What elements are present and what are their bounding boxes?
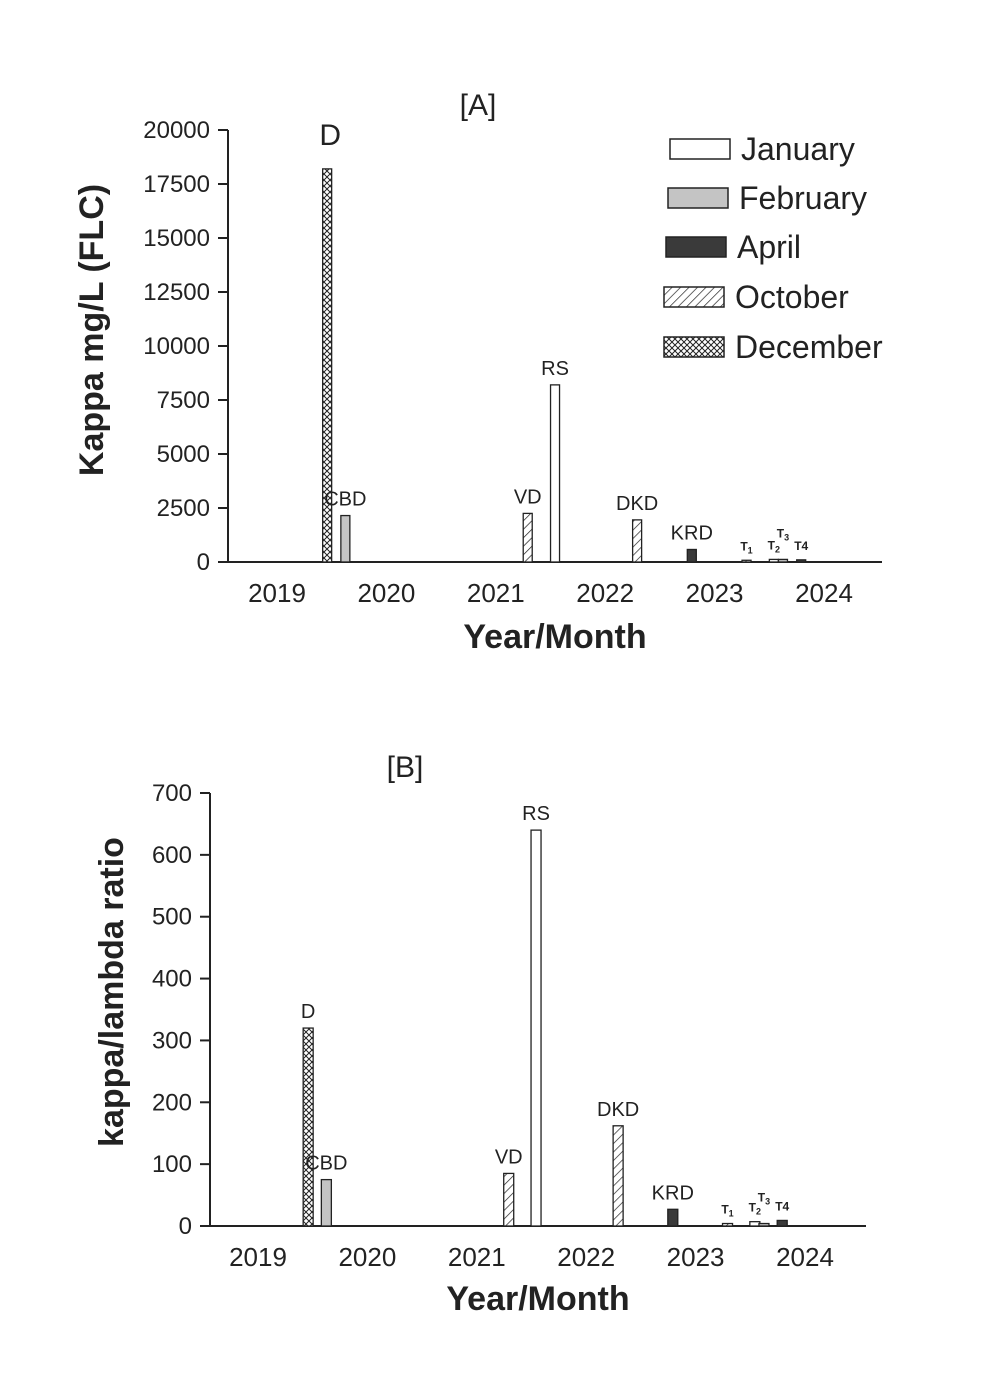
panel-b-bar-label-t3: T3 bbox=[758, 1191, 770, 1207]
panel-b-y-tick-label: 0 bbox=[179, 1213, 192, 1240]
panel-a-y-tick-label: 12500 bbox=[143, 279, 210, 306]
legend-item-april: April bbox=[665, 229, 801, 265]
panel-a-y-tick-label: 10000 bbox=[143, 333, 210, 360]
panel-a-y-tick-label: 2500 bbox=[157, 495, 210, 522]
panel-a-x-tick-label: 2021 bbox=[467, 578, 525, 608]
panel-a-bar-d bbox=[322, 168, 333, 563]
panel-b-y-tick-label: 700 bbox=[152, 780, 192, 807]
panel-b-x-tick-label: 2019 bbox=[229, 1242, 287, 1272]
panel-b-y-tick-label: 200 bbox=[152, 1089, 192, 1116]
panel-a-y-tick-label: 17500 bbox=[143, 171, 210, 198]
legend-label-december: December bbox=[735, 329, 883, 365]
panel-a-bar-t3 bbox=[777, 558, 789, 563]
legend-swatch-october bbox=[663, 286, 725, 308]
panel-b-bar-label-d: D bbox=[301, 1001, 315, 1023]
panel-a-x-tick-label: 2022 bbox=[576, 578, 634, 608]
panel-b-bar-rs bbox=[530, 829, 542, 1227]
panel-b-bar-krd bbox=[667, 1208, 679, 1227]
legend-label-april: April bbox=[737, 229, 801, 265]
panel-b-y-tick-label: 500 bbox=[152, 904, 192, 931]
panel-a-x-axis-title: Year/Month bbox=[463, 618, 646, 656]
legend-item-january: January bbox=[669, 131, 855, 167]
panel-b-bar-label-cbd: CBD bbox=[305, 1153, 347, 1175]
panel-a-bar-label-t3: T3 bbox=[777, 526, 789, 542]
panel-b-bar-label-rs: RS bbox=[522, 803, 550, 825]
panel-a-bar-dkd bbox=[631, 519, 643, 563]
panel-a-x-tick-label: 2019 bbox=[248, 578, 306, 608]
panel-a-y-tick-label: 15000 bbox=[143, 225, 210, 252]
panel-a-x-tick-label: 2024 bbox=[795, 578, 853, 608]
panel-b-x-tick-label: 2023 bbox=[667, 1242, 725, 1272]
panel-b-bar-label-vd: VD bbox=[495, 1146, 523, 1168]
panel-a-bar-label-rs: RS bbox=[541, 358, 569, 380]
panel-b-bar-label-krd: KRD bbox=[652, 1182, 694, 1204]
panel-b-bar-label-t4: T4 bbox=[775, 1199, 789, 1213]
panel-b-bar-d bbox=[302, 1027, 314, 1227]
legend-label-january: January bbox=[741, 131, 855, 167]
panel-a-y-axis-title: Kappa mg/L (FLC) bbox=[73, 184, 111, 476]
panel-b-x-tick-label: 2022 bbox=[557, 1242, 615, 1272]
panel-a-bar-label-cbd: CBD bbox=[324, 489, 366, 511]
panel-a-bar-vd bbox=[522, 512, 533, 563]
panel-b-bar-label-t1: T1 bbox=[721, 1203, 733, 1219]
panel-a-bar-t2 bbox=[768, 558, 779, 563]
legend-item-october: October bbox=[663, 279, 849, 315]
panel-a-bar-t4 bbox=[796, 559, 807, 563]
panel-b-x-tick-label: 2024 bbox=[776, 1242, 834, 1272]
panel-b-bar-dkd bbox=[612, 1125, 624, 1227]
panel-b-y-tick-label: 400 bbox=[152, 966, 192, 993]
panel-a-bar-rs bbox=[549, 384, 561, 563]
legend-item-december: December bbox=[663, 329, 883, 365]
panel-b-y-tick-label: 600 bbox=[152, 842, 192, 869]
panel-a-bar-label-t1: T1 bbox=[740, 539, 752, 555]
panel-b-x-tick-label: 2020 bbox=[338, 1242, 396, 1272]
panel-a-y-tick-label: 20000 bbox=[143, 117, 210, 144]
legend-swatch-february bbox=[667, 187, 729, 209]
panel-a-bar-label-vd: VD bbox=[514, 486, 542, 508]
panel-b-bar-vd bbox=[503, 1172, 515, 1227]
panel-a-bar-label-t4: T4 bbox=[794, 539, 808, 553]
panel-b-bar-cbd bbox=[320, 1178, 333, 1227]
panel-b-chart: [B] kappa/lambda ratio Year/Month 0 100 20… bbox=[93, 751, 866, 1318]
panel-a-y-tick-label: 0 bbox=[197, 549, 210, 576]
panel-b-title: [B] bbox=[387, 751, 424, 784]
legend-swatch-december bbox=[663, 336, 725, 358]
legend-label-october: October bbox=[735, 279, 849, 315]
legend-swatch-april bbox=[665, 236, 727, 258]
panel-b-x-tick-label: 2021 bbox=[448, 1242, 506, 1272]
panel-a-bar-t1 bbox=[741, 559, 752, 563]
panel-b-y-tick-label: 300 bbox=[152, 1027, 192, 1054]
panel-b-y-tick-label: 100 bbox=[152, 1151, 192, 1178]
panel-b-bar-t3 bbox=[758, 1222, 770, 1227]
panel-a-x-tick-label: 2023 bbox=[686, 578, 744, 608]
panel-b-bar-t1 bbox=[721, 1222, 734, 1227]
panel-a-x-tick-label: 2020 bbox=[357, 578, 415, 608]
panel-b-bar-t4 bbox=[776, 1219, 788, 1227]
panel-b-bar-label-dkd: DKD bbox=[597, 1099, 639, 1121]
panel-a-bar-label-d: D bbox=[319, 119, 341, 152]
legend-label-february: February bbox=[739, 180, 867, 216]
panel-a-bar-label-dkd: DKD bbox=[616, 493, 658, 515]
panel-a-y-tick-label: 5000 bbox=[157, 441, 210, 468]
legend-item-february: February bbox=[667, 180, 867, 216]
panel-a-chart: [A] Kappa mg/L (FLC) Year/Month 0 2500 500… bbox=[73, 89, 883, 656]
panel-b-x-axis-title: Year/Month bbox=[446, 1280, 629, 1318]
panel-b-y-axis-title: kappa/lambda ratio bbox=[93, 837, 131, 1147]
legend-swatch-january bbox=[669, 138, 731, 160]
panel-a-y-tick-label: 7500 bbox=[157, 387, 210, 414]
panel-a-title: [A] bbox=[460, 89, 497, 122]
panel-a-bar-krd bbox=[686, 548, 697, 563]
panel-a-bar-label-t2: T2 bbox=[768, 538, 780, 554]
panel-a-legend: January February April October December bbox=[663, 131, 883, 365]
panel-a-bar-label-krd: KRD bbox=[671, 522, 713, 544]
panel-a-bar-cbd bbox=[340, 514, 351, 563]
